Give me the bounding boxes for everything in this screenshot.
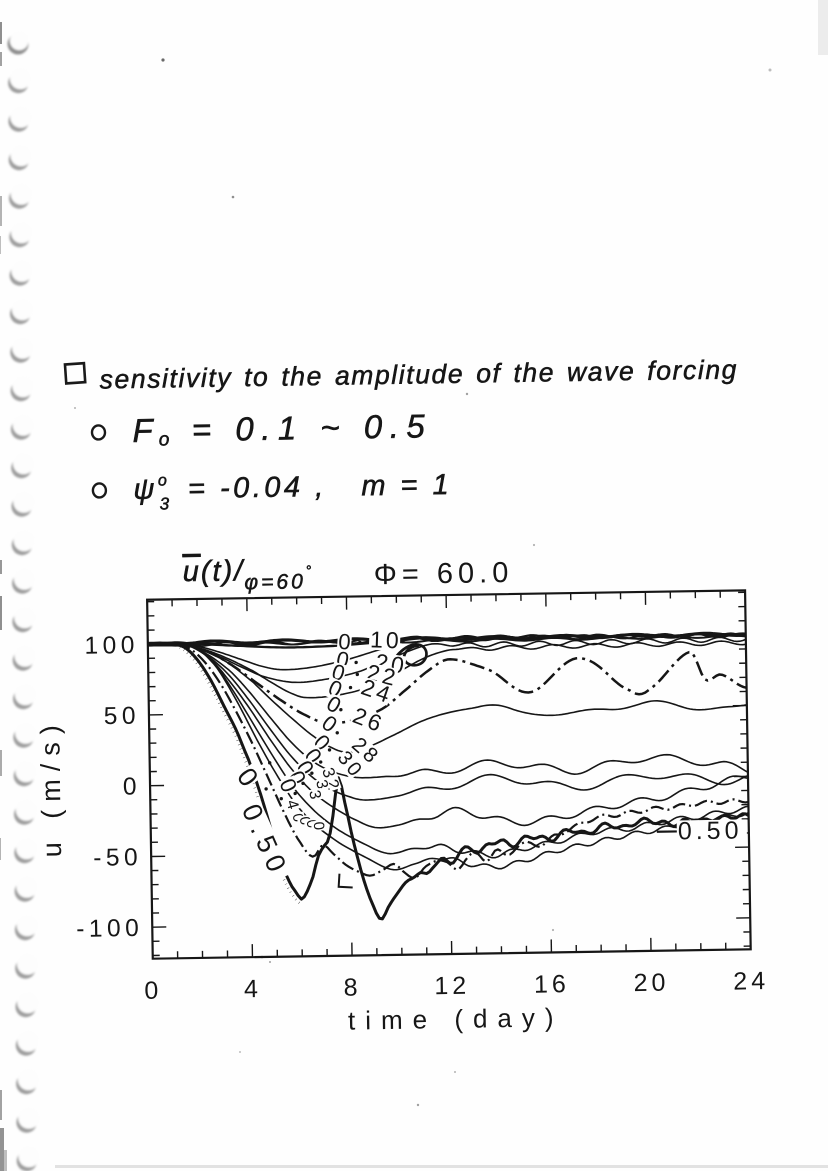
- svg-text:16: 16: [534, 970, 570, 999]
- svg-text:12: 12: [434, 972, 470, 1001]
- svg-text:4: 4: [244, 975, 262, 1003]
- svg-text:20: 20: [633, 969, 669, 998]
- svg-text:0: 0: [310, 821, 328, 831]
- svg-text:-50: -50: [93, 844, 142, 872]
- svg-text:u (m/s): u (m/s): [35, 717, 67, 857]
- svg-text:time (day): time (day): [348, 1002, 564, 1035]
- svg-text:8: 8: [343, 973, 361, 1001]
- svg-text:0.50: 0.50: [678, 816, 743, 845]
- svg-text:0: 0: [123, 773, 142, 800]
- svg-text:Φ= 60.0: Φ= 60.0: [374, 557, 514, 591]
- svg-text:0: 0: [144, 977, 162, 1005]
- svg-text:50: 50: [103, 703, 140, 731]
- svg-text:100: 100: [84, 632, 139, 660]
- svg-text:24: 24: [733, 967, 769, 996]
- svg-text:-100: -100: [76, 915, 143, 943]
- svg-text:Fo = 0.1 ~ 0.5: Fo = 0.1 ~ 0.5: [132, 407, 432, 451]
